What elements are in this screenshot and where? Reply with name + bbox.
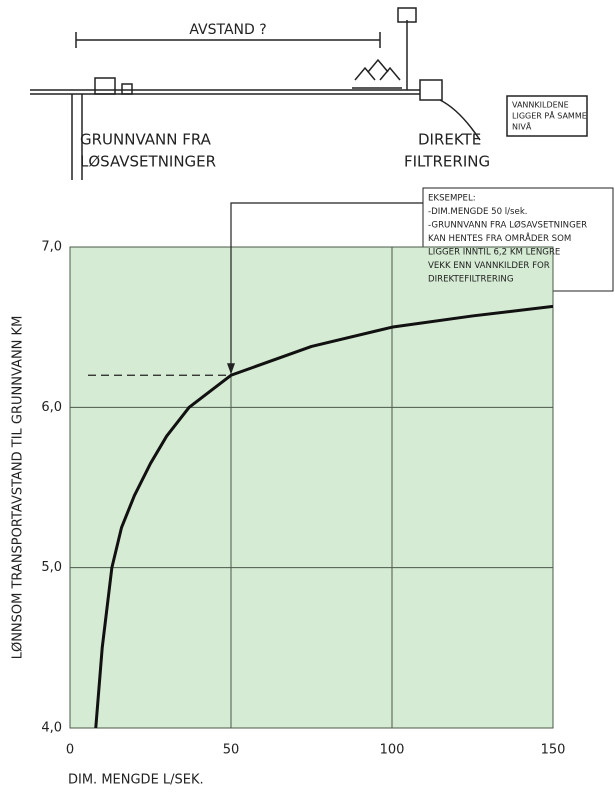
distance-label: AVSTAND ?: [189, 22, 266, 38]
y-tick-label: 4,0: [41, 721, 62, 736]
chart: AVSTAND ? GRUNNVANN FRA LØSAVSETNINGER D…: [0, 0, 615, 797]
note: LIGGER PÅ SAMME: [512, 110, 587, 121]
x-tick-label: 0: [66, 743, 74, 758]
y-tick-label: 6,0: [41, 400, 62, 415]
annotation-line: -GRUNNVANN FRA LØSAVSETNINGER: [428, 220, 587, 231]
body: AVSTAND ? GRUNNVANN FRA LØSAVSETNINGER D…: [0, 0, 615, 797]
x-tick-label: 50: [223, 743, 240, 758]
tank: [398, 8, 416, 22]
annotation-line: EKSEMPEL:: [428, 194, 476, 204]
note: VANNKILDENE: [512, 101, 569, 110]
annotation-line: DIREKTEFILTRERING: [428, 275, 514, 285]
right-label: FILTRERING: [404, 153, 490, 171]
valve: [122, 84, 132, 94]
annotation-line: KAN HENTES FRA OMRÅDER SOM: [428, 232, 571, 244]
pump-house: [95, 78, 115, 94]
left-label: LØSAVSETNINGER: [80, 153, 216, 171]
filter-house: [420, 80, 442, 100]
houses: [352, 60, 402, 88]
x-tick-label: 100: [380, 743, 405, 758]
page: {"chart_data": {"type": "line", "y_label…: [0, 0, 615, 797]
diagram: AVSTAND ? GRUNNVANN FRA LØSAVSETNINGER D…: [30, 8, 587, 180]
plot-area: [70, 247, 553, 728]
x-axis-label: DIM. MENGDE L/SEK.: [68, 773, 204, 788]
left-label: GRUNNVANN FRA: [80, 131, 212, 149]
annotation-line: LIGGER INNTIL 6,2 KM LENGRE: [428, 248, 560, 258]
y-axis-label: LØNNSOM TRANSPORTAVSTAND TIL GRUNNVANN K…: [11, 316, 26, 660]
right-label: DIREKTE: [418, 131, 481, 149]
annotation-line: VEKK ENN VANNKILDER FOR: [428, 261, 550, 271]
annotation-line: -DIM.MENGDE 50 l/sek.: [428, 207, 528, 217]
x-tick-label: 150: [541, 743, 566, 758]
note: NIVÅ: [512, 121, 532, 132]
y-tick-label: 7,0: [41, 240, 62, 255]
y-tick-label: 5,0: [41, 560, 62, 575]
